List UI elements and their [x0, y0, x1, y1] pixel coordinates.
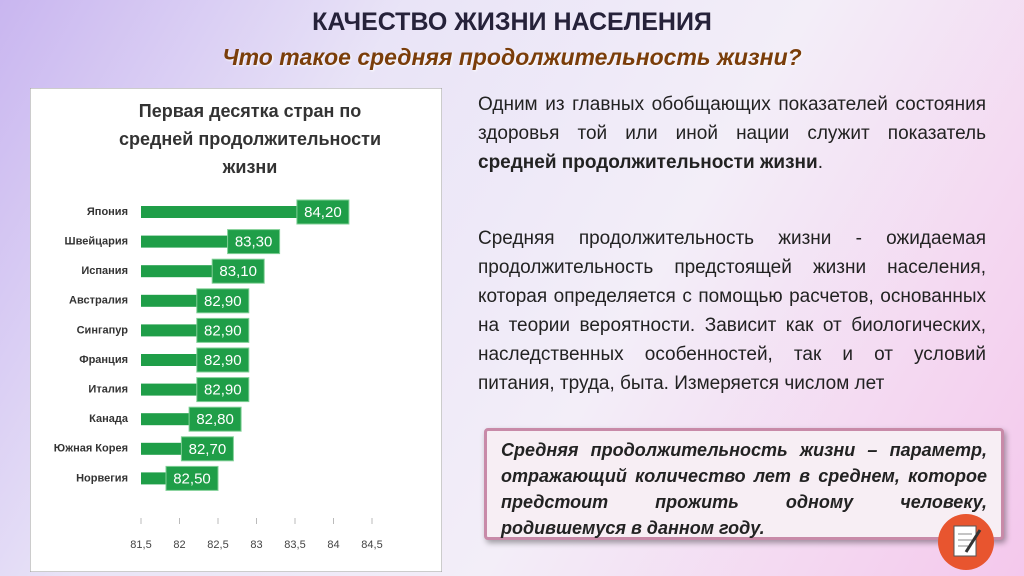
value-label: 83,30: [235, 234, 273, 251]
value-label: 82,70: [189, 441, 227, 458]
value-label-box: [196, 377, 250, 403]
value-label: 83,10: [219, 263, 257, 280]
chart-title: Первая десятка стран по: [139, 101, 361, 121]
value-label: 82,90: [204, 382, 242, 399]
slide-title: КАЧЕСТВО ЖИЗНИ НАСЕЛЕНИЯ: [312, 8, 712, 36]
value-label: 82,80: [196, 411, 234, 428]
paragraph-text: Одним из главных обобщающих показателей …: [478, 94, 986, 144]
value-label-box: [296, 199, 350, 225]
value-label-box: [211, 258, 265, 284]
value-label-box: [196, 317, 250, 343]
value-label-box: [188, 406, 242, 432]
value-label: 82,90: [204, 293, 242, 310]
y-tick-label: Япония: [87, 206, 128, 218]
y-tick-label: Испания: [81, 265, 128, 277]
x-tick-label: 84: [327, 539, 339, 551]
chart: Первая десятка стран по средней продолжит…: [30, 88, 442, 572]
x-tick-label: 82,5: [207, 539, 228, 551]
value-label: 82,90: [204, 322, 242, 339]
chart-title: средней продолжительности: [119, 129, 381, 149]
x-tick-label: 83,5: [284, 539, 305, 551]
value-label-box: [196, 288, 250, 314]
value-label-box: [227, 229, 281, 255]
x-tick-label: 84,5: [361, 539, 382, 551]
value-label-box: [196, 347, 250, 373]
notes-icon: [938, 514, 994, 570]
paragraph: Средняя продолжительность жизни - ожидае…: [478, 228, 986, 394]
x-tick-label: 83: [250, 539, 262, 551]
paragraph: Одним из главных обобщающих показателей …: [478, 90, 986, 177]
y-tick-label: Швейцария: [65, 236, 128, 248]
value-label: 82,90: [204, 352, 242, 369]
definition-box: Средняя продолжительность жизни – параме…: [484, 428, 1004, 540]
value-label-box: [180, 436, 234, 462]
paragraph-end: .: [817, 152, 823, 173]
chart-title: жизни: [222, 157, 278, 177]
y-tick-label: Канада: [89, 413, 129, 425]
y-tick-label: Италия: [88, 384, 128, 396]
x-tick-label: 81,5: [130, 539, 151, 551]
y-tick-label: Норвегия: [76, 472, 128, 484]
paragraph-bold: средней продолжительности жизни: [478, 152, 818, 173]
value-label-box: [165, 465, 219, 491]
x-tick-label: 82: [173, 539, 185, 551]
y-tick-label: Франция: [79, 354, 128, 366]
value-label: 82,50: [173, 470, 211, 487]
value-label: 84,20: [304, 204, 342, 221]
slide-subtitle: Что такое средняя продолжительность жизн…: [222, 44, 802, 70]
y-tick-label: Южная Корея: [54, 443, 128, 455]
y-tick-label: Австралия: [69, 295, 128, 307]
y-tick-label: Сингапур: [77, 324, 129, 336]
